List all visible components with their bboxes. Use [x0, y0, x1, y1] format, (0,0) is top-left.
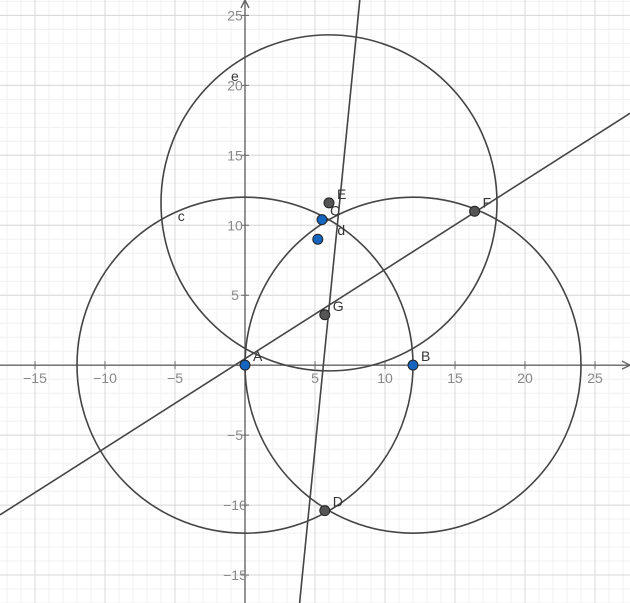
ytick-label: −5 [227, 427, 243, 443]
point-E[interactable] [324, 198, 334, 208]
point-label-G: G [333, 298, 344, 314]
point-label-D: D [333, 494, 343, 510]
point-F[interactable] [470, 206, 480, 216]
label-e: e [231, 68, 239, 84]
label-c: c [178, 208, 185, 224]
ytick-label: 15 [227, 147, 243, 163]
point-G[interactable] [320, 310, 330, 320]
xtick-label: 5 [311, 370, 319, 386]
point-A[interactable] [240, 360, 250, 370]
ytick-label: 10 [227, 217, 243, 233]
ytick-label: 25 [227, 7, 243, 23]
xtick-label: 15 [447, 370, 463, 386]
label-d: d [337, 222, 345, 238]
xtick-label: −15 [23, 370, 47, 386]
point-label-B: B [421, 348, 430, 364]
xtick-label: −10 [93, 370, 117, 386]
xtick-label: 25 [587, 370, 603, 386]
coordinate-plot[interactable]: −15−10−5510152025−15−10−5510152025ABCEFG… [0, 0, 630, 603]
point-C[interactable] [317, 215, 327, 225]
point-label-E: E [337, 186, 346, 202]
xtick-label: 10 [377, 370, 393, 386]
ytick-label: −15 [223, 567, 247, 583]
point-label-F: F [483, 194, 492, 210]
point-label-A: A [253, 348, 263, 364]
grid [0, 0, 630, 603]
point-D[interactable] [320, 506, 330, 516]
ytick-label: 5 [231, 287, 239, 303]
point-B[interactable] [408, 360, 418, 370]
xtick-label: 20 [517, 370, 533, 386]
point-unlabeled[interactable] [313, 234, 323, 244]
ytick-label: −10 [223, 497, 247, 513]
xtick-label: −5 [167, 370, 183, 386]
